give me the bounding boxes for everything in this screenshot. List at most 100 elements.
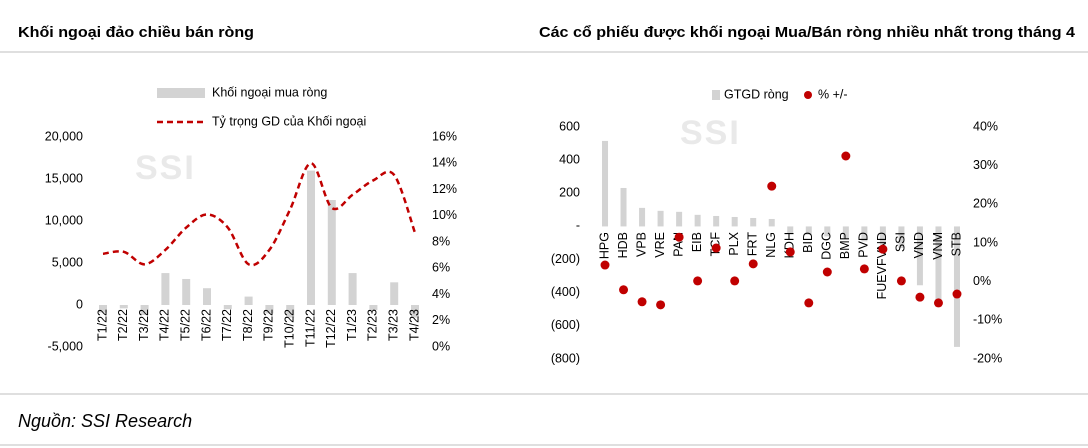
- x-tick-label: T1/22: [95, 309, 109, 341]
- y2-tick-label: 10%: [432, 208, 457, 222]
- x-tick-label: T6/22: [199, 309, 213, 341]
- point: [637, 297, 647, 307]
- point: [600, 260, 610, 270]
- x-tick-label: T12/22: [324, 309, 338, 348]
- y2-tick-label: 14%: [432, 156, 457, 170]
- bar: [713, 215, 720, 227]
- bar: [694, 214, 701, 227]
- x-tick-label: FRT: [746, 232, 760, 256]
- x-tick-label: T3/22: [137, 309, 151, 341]
- x-tick-label: VNM: [931, 232, 945, 260]
- bar: [140, 305, 149, 316]
- x-tick-label: PVD: [857, 232, 871, 258]
- y2-tick-label: 12%: [432, 182, 457, 196]
- point: [674, 232, 684, 242]
- bar: [768, 218, 775, 227]
- bar: [203, 288, 211, 305]
- y-tick-label: 15,000: [45, 171, 83, 185]
- y-tick-label: -: [576, 219, 580, 233]
- y2-tick-label: 2%: [432, 313, 450, 327]
- bar: [244, 296, 253, 305]
- bar: [348, 273, 357, 305]
- x-tick-label: T8/22: [241, 309, 255, 341]
- point: [859, 264, 869, 274]
- y-tick-label: (800): [551, 351, 580, 365]
- x-tick-label: T2/22: [116, 309, 130, 341]
- x-tick-label: T2/23: [366, 309, 380, 341]
- y-tick-label: (400): [551, 285, 580, 299]
- y2-tick-label: 4%: [432, 287, 450, 301]
- legend-swatch: [157, 88, 205, 98]
- x-tick-label: T11/22: [303, 309, 317, 347]
- x-tick-label: STB: [949, 232, 963, 256]
- x-tick-label: T4/23: [407, 309, 421, 341]
- y-tick-label: 5,000: [52, 255, 83, 269]
- bar: [390, 282, 399, 305]
- x-tick-label: EIB: [690, 232, 704, 252]
- point: [915, 292, 925, 302]
- y-tick-label: (200): [551, 252, 580, 266]
- x-tick-label: HPG: [597, 232, 611, 259]
- y-tick-label: 0: [76, 297, 83, 311]
- x-tick-label: VRE: [653, 232, 667, 258]
- x-tick-label: T10/22: [282, 309, 296, 348]
- bar: [99, 305, 107, 313]
- x-tick-label: HDB: [616, 232, 630, 258]
- bar: [119, 305, 128, 309]
- bar: [161, 273, 170, 305]
- y2-tick-label: 10%: [973, 235, 998, 249]
- bar: [861, 226, 868, 242]
- y2-tick-label: 0%: [432, 339, 450, 353]
- point: [748, 259, 758, 269]
- x-tick-label: T3/23: [386, 309, 400, 341]
- point: [656, 300, 666, 310]
- source: Nguồn: SSI Research: [18, 411, 192, 431]
- point: [896, 276, 906, 286]
- y2-tick-label: 0%: [973, 274, 991, 288]
- y-tick-label: 20,000: [45, 129, 83, 143]
- bar: [898, 226, 905, 248]
- point: [730, 276, 740, 286]
- y-tick-label: 10,000: [45, 213, 83, 227]
- bar: [750, 217, 757, 227]
- y-tick-label: -5,000: [48, 339, 83, 353]
- watermark: SSI: [135, 149, 196, 187]
- x-tick-label: T7/22: [220, 309, 234, 341]
- bar: [676, 211, 683, 227]
- y2-tick-label: 6%: [432, 261, 450, 275]
- bar: [916, 226, 923, 286]
- y2-tick-label: -20%: [973, 351, 1002, 365]
- point: [822, 267, 832, 277]
- y2-tick-label: -10%: [973, 313, 1002, 327]
- bar: [824, 226, 831, 237]
- bar: [805, 226, 812, 235]
- y2-tick-label: 16%: [432, 129, 457, 143]
- bar: [602, 140, 609, 227]
- bar: [307, 170, 315, 305]
- bar: [657, 210, 664, 227]
- x-tick-label: T9/22: [262, 309, 276, 341]
- bar: [369, 305, 378, 311]
- point: [933, 298, 943, 308]
- x-tick-label: T4/22: [158, 309, 172, 341]
- legend-label: % +/-: [818, 87, 848, 101]
- bar: [182, 278, 191, 305]
- x-tick-label: VND: [912, 232, 926, 258]
- x-tick-label: DGC: [820, 232, 834, 260]
- y-tick-label: 200: [559, 186, 580, 200]
- bar: [842, 226, 849, 239]
- point: [952, 289, 962, 299]
- bar: [639, 207, 646, 227]
- x-tick-label: PLX: [727, 231, 741, 255]
- legend-swatch: [712, 90, 720, 100]
- bar: [223, 305, 232, 310]
- y2-tick-label: 40%: [973, 119, 998, 133]
- y2-tick-label: 30%: [973, 158, 998, 172]
- bar: [731, 216, 738, 227]
- point: [804, 298, 814, 308]
- point: [767, 181, 777, 191]
- x-tick-label: FUEVFVND: [875, 232, 889, 299]
- x-tick-label: SSI: [894, 232, 908, 252]
- point: [693, 276, 703, 286]
- x-tick-label: BMP: [838, 232, 852, 259]
